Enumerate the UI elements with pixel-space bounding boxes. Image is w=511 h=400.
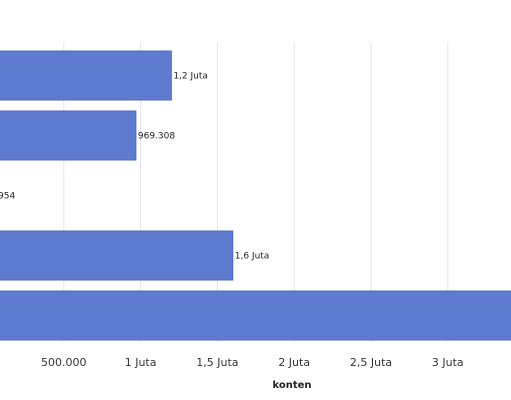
x-tick-label: 1,5 Juta — [196, 356, 238, 369]
x-tick-label: 500.000 — [41, 356, 87, 369]
x-tick-label: 3 Juta — [432, 356, 464, 369]
data-labels: 1,2 Juta 969.308 954 1,6 Juta — [0, 72, 269, 262]
bar — [0, 50, 172, 101]
bars — [0, 50, 511, 341]
x-tick-labels: 500.000 1 Juta 1,5 Juta 2 Juta 2,5 Juta 3 Jut… — [41, 356, 464, 369]
data-label: 954 — [0, 192, 15, 202]
x-tick-label: 2,5 Juta — [350, 356, 392, 369]
data-label: 1,6 Juta — [235, 252, 270, 262]
bar — [0, 230, 234, 281]
bar — [0, 110, 137, 161]
x-axis-title: konten — [272, 380, 311, 391]
x-tick-label: 1 Juta — [125, 356, 157, 369]
bar — [0, 290, 511, 341]
data-label: 1,2 Juta — [173, 72, 208, 82]
x-tick-label: 2 Juta — [278, 356, 310, 369]
data-label: 969.308 — [138, 132, 175, 142]
